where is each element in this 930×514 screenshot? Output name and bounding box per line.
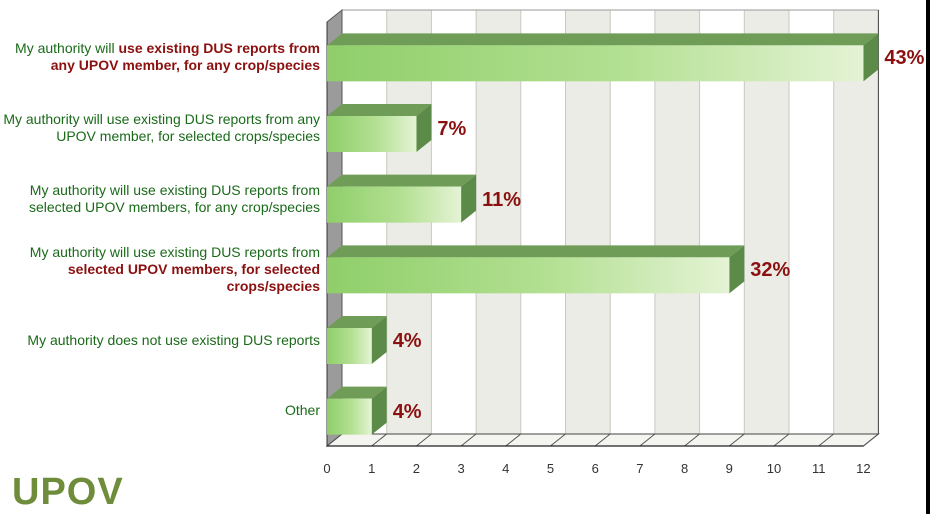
bar-0: [327, 45, 864, 82]
x-tick-label: 4: [502, 461, 510, 476]
bar-top-5: [327, 386, 387, 399]
floor-tick: [550, 433, 566, 447]
bar-5: [327, 398, 372, 435]
bar-top-1: [327, 104, 432, 116]
x-tick-label: 3: [457, 461, 465, 476]
percent-label-1: 7%: [437, 118, 467, 140]
category-label-part: selected UPOV members, for selected crop…: [67, 260, 320, 294]
bar-3: [327, 257, 730, 294]
x-tick-label: 0: [323, 461, 331, 476]
percent-label-5: 4%: [392, 400, 422, 423]
percent-label-0: 43%: [884, 47, 925, 70]
floor-tick: [460, 433, 477, 447]
category-label-2: My authority will use existing DUS repor…: [0, 182, 320, 216]
upov-logo: UPOV: [12, 471, 124, 513]
floor-tick: [818, 433, 835, 447]
category-label-5: Other: [0, 402, 320, 419]
bar-side-1: [416, 104, 432, 152]
bar-side-5: [371, 386, 387, 435]
floor-tick: [684, 433, 700, 447]
category-label-part: My authority will use existing DUS repor…: [28, 181, 320, 215]
category-label-3: My authority will use existing DUS repor…: [0, 244, 320, 295]
bar-top-3: [327, 245, 745, 258]
x-tick-label: 7: [636, 461, 644, 476]
floor-tick: [416, 433, 432, 447]
bar-2: [327, 186, 462, 223]
category-label-part: My authority does not use existing DUS r…: [27, 331, 320, 348]
category-label-part: My authority will use existing DUS repor…: [3, 111, 320, 144]
bar-top-0: [327, 33, 879, 46]
percent-label-3: 32%: [750, 259, 791, 282]
x-tick-label: 12: [856, 461, 871, 476]
x-tick-label: 11: [811, 461, 826, 476]
bar-side-0: [863, 33, 879, 82]
category-label-1: My authority will use existing DUS repor…: [0, 111, 320, 145]
floor-tick: [639, 433, 656, 447]
floor-tick: [326, 433, 343, 447]
category-label-part: use existing DUS reports from any UPOV m…: [50, 40, 320, 74]
bar-top-2: [327, 174, 477, 187]
bar-4: [327, 328, 372, 364]
x-tick-label: 1: [368, 461, 376, 476]
bar-side-3: [729, 245, 745, 294]
floor-tick: [863, 433, 879, 447]
category-label-4: My authority does not use existing DUS r…: [0, 332, 320, 349]
bar-side-2: [461, 174, 477, 223]
x-tick-label: 8: [680, 461, 689, 476]
category-label-part: My authority will: [15, 40, 119, 57]
floor-tick: [505, 433, 522, 447]
x-tick-label: 5: [546, 461, 555, 476]
percent-label-4: 4%: [392, 330, 422, 352]
bar-top-4: [327, 316, 387, 328]
floor-tick: [773, 433, 790, 447]
floor-tick: [371, 433, 388, 447]
x-tick-label: 10: [766, 461, 782, 476]
floor-tick: [728, 433, 745, 447]
frame-right-border: [926, 0, 930, 514]
floor-tick: [594, 433, 611, 447]
bar-side-4: [371, 316, 387, 364]
bar-1: [327, 116, 417, 152]
x-tick-label: 6: [591, 461, 599, 476]
category-label-part: Other: [284, 402, 320, 419]
percent-label-2: 11%: [482, 188, 522, 211]
x-tick-label: 2: [412, 461, 420, 476]
category-label-part: My authority will use existing DUS repor…: [29, 243, 320, 260]
x-tick-label: 9: [725, 461, 733, 476]
category-label-0: My authority will use existing DUS repor…: [0, 40, 320, 74]
